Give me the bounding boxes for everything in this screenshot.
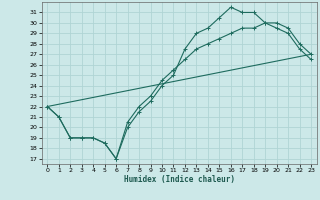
X-axis label: Humidex (Indice chaleur): Humidex (Indice chaleur): [124, 175, 235, 184]
